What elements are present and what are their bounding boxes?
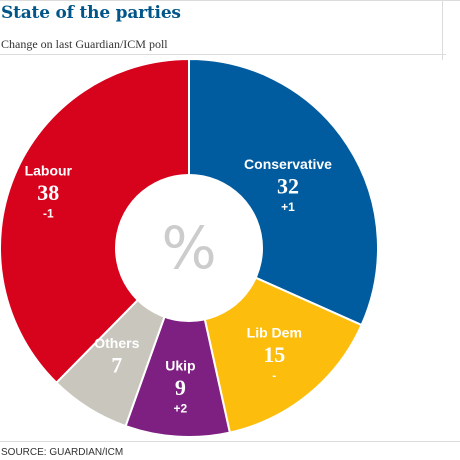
ukip-label-name: Ukip — [165, 358, 195, 374]
lib-dem-label-name: Lib Dem — [247, 325, 302, 341]
lib-dem-label-change: - — [272, 369, 276, 383]
ukip-label-change: +2 — [174, 402, 188, 416]
chart-subtitle: Change on last Guardian/ICM poll — [1, 37, 168, 51]
lib-dem-label-value: 15 — [263, 342, 285, 367]
subtitle-rule — [0, 54, 446, 55]
percent-symbol: % — [161, 214, 216, 282]
conservative-label-name: Conservative — [244, 156, 332, 172]
labour-label-change: -1 — [43, 206, 54, 220]
others-label-value: 7 — [111, 353, 122, 378]
chart-title: State of the parties — [1, 3, 181, 23]
slice-ukip — [124, 244, 232, 438]
header-divider — [442, 0, 443, 60]
source-note: SOURCE: GUARDIAN/ICM — [1, 447, 124, 458]
conservative-label-value: 32 — [277, 173, 299, 198]
labour-label-value: 38 — [37, 180, 59, 205]
labour-label-name: Labour — [25, 162, 73, 178]
donut-center — [115, 174, 263, 322]
ukip-label-value: 9 — [175, 375, 186, 400]
footer-rule — [0, 441, 460, 442]
others-label-name: Others — [94, 335, 139, 351]
conservative-label-change: +1 — [281, 200, 295, 214]
slice-labour — [0, 57, 190, 385]
top-rule — [0, 0, 460, 1]
